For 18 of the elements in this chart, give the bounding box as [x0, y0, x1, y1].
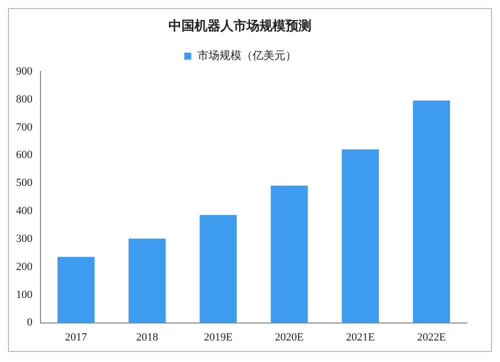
x-tick-label: 2021E [346, 331, 376, 344]
y-tick-label: 200 [16, 260, 33, 273]
y-tick-label: 400 [16, 205, 33, 218]
y-tick-label: 700 [16, 121, 33, 134]
y-tick-label: 600 [16, 149, 33, 162]
y-tick-label: 300 [16, 232, 33, 245]
legend-label: 市场规模（亿美元） [197, 48, 296, 62]
x-tick-label: 2022E [417, 331, 446, 344]
chart-title: 中国机器人市场规模预测 [168, 18, 312, 34]
y-tick-label: 0 [27, 316, 33, 329]
x-tick-label: 2017 [65, 331, 88, 344]
y-tick-label: 500 [16, 177, 33, 190]
y-tick-label: 900 [16, 65, 33, 78]
y-tick-label: 800 [16, 93, 33, 106]
x-tick-label: 2019E [204, 331, 233, 344]
x-tick-label: 2018 [136, 331, 159, 344]
x-tick-label: 2020E [274, 331, 304, 344]
y-tick-label: 100 [16, 288, 33, 301]
